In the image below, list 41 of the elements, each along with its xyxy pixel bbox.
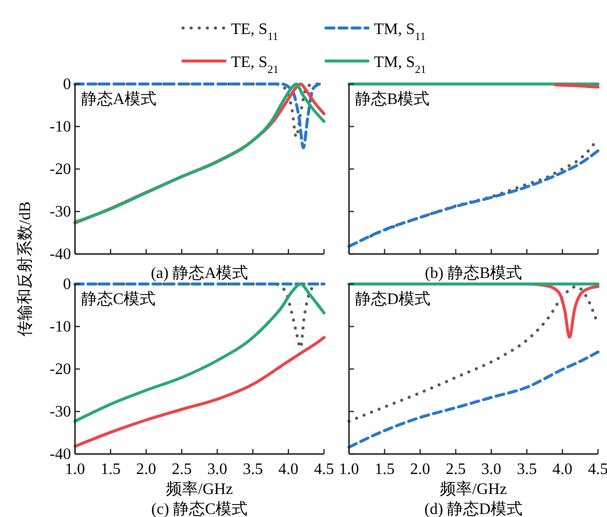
y-tick-label: -30 <box>50 404 71 420</box>
y-tick-label: -40 <box>50 446 71 463</box>
x-tick-label: 4.0 <box>552 461 572 478</box>
annotation: 静态A模式 <box>81 90 157 108</box>
x-axis-title: 频率/GHz <box>440 480 507 498</box>
x-tick-label: 4.5 <box>588 461 607 478</box>
x-tick-label: 2.0 <box>410 461 430 478</box>
y-tick-label: -20 <box>50 361 71 378</box>
x-tick-label: 1.5 <box>100 461 121 478</box>
legend-label: TE, S$_{11}$ <box>231 21 278 43</box>
y-tick-label: -10 <box>50 318 71 336</box>
line-series <box>74 282 326 423</box>
x-tick-label: 4.0 <box>278 461 298 478</box>
x-tick-label: 3.5 <box>242 461 263 478</box>
y-tick-label: -20 <box>50 161 71 178</box>
y-axis-title: 传输和反射系数/dB <box>16 201 34 337</box>
annotation: 静态B模式 <box>355 90 430 108</box>
x-tick-label: 2.5 <box>446 461 466 478</box>
x-tick-label: 3.0 <box>481 461 502 478</box>
text: (b) 静态B模式 <box>424 264 522 282</box>
x-tick-label: 2.0 <box>136 461 156 478</box>
text: (a) 静态A模式 <box>150 264 248 282</box>
y-tick-label: 0 <box>63 276 71 293</box>
x-tick-label: 2.5 <box>172 461 192 478</box>
legend-label: TM, S$_{11}$ <box>374 21 426 43</box>
x-tick-label: 1.0 <box>65 461 85 478</box>
x-tick-label: 1.5 <box>374 461 395 478</box>
x-tick-label: 3.5 <box>516 461 537 478</box>
annotation: 静态D模式 <box>355 290 431 308</box>
y-tick-label: -30 <box>50 204 71 220</box>
y-tick-label: -40 <box>50 246 71 263</box>
legend-label: TM, S$_{21}$ <box>374 54 426 76</box>
x-tick-label: 4.5 <box>314 461 334 478</box>
y-tick-label: 0 <box>63 76 71 93</box>
legend-label: TE, S$_{21}$ <box>231 54 279 76</box>
line-series <box>74 336 326 448</box>
x-tick-label: 3.0 <box>207 461 228 478</box>
y-tick-label: -10 <box>50 118 71 136</box>
x-axis-title: 频率/GHz <box>166 480 233 498</box>
annotation: 静态C模式 <box>81 290 156 308</box>
x-tick-label: 1.0 <box>339 461 359 478</box>
